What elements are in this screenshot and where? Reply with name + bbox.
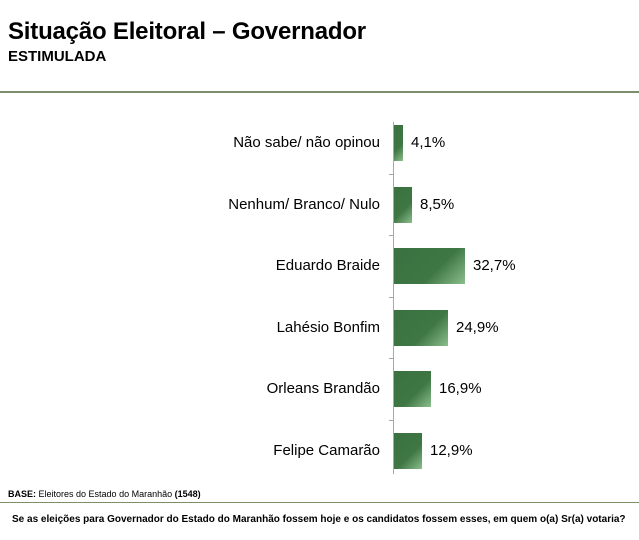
category-label: Lahésio Bonfim: [276, 318, 380, 336]
y-axis-line: [393, 122, 394, 474]
category-label: Eduardo Braide: [275, 257, 380, 274]
category-label: Felipe Camarão: [273, 441, 380, 459]
survey-question: Se as eleições para Governador do Estado…: [12, 514, 626, 525]
category-label: Nenhum/ Branco/ Nulo: [228, 195, 380, 213]
chart-title: Situação Eleitoral – Governador: [8, 18, 366, 45]
value-label: 16,9%: [439, 380, 482, 397]
value-label: 32,7%: [473, 257, 516, 274]
bar: [394, 371, 431, 407]
category-label: Orleans Brandão: [266, 380, 380, 397]
bar: [394, 432, 422, 469]
axis-tick: [389, 235, 393, 236]
base-text: Eleitores do Estado do Maranhão: [36, 489, 175, 499]
base-note: BASE: Eleitores do Estado do Maranhão (1…: [8, 489, 201, 499]
bar: [394, 186, 412, 223]
axis-tick: [389, 297, 393, 298]
value-label: 8,5%: [420, 195, 455, 213]
axis-tick: [389, 420, 393, 421]
bar: [394, 309, 448, 346]
base-label: BASE:: [8, 489, 37, 499]
base-count: (1548): [174, 489, 201, 499]
bar: [394, 125, 403, 161]
axis-tick: [389, 358, 393, 359]
value-label: 24,9%: [456, 318, 499, 336]
footer-divider: [0, 502, 639, 503]
chart-subtitle: ESTIMULADA: [8, 48, 107, 65]
axis-tick: [389, 174, 393, 175]
bar: [394, 248, 465, 284]
value-label: 4,1%: [411, 134, 446, 151]
header-divider: [0, 91, 639, 93]
category-label: Não sabe/ não opinou: [233, 134, 380, 151]
value-label: 12,9%: [430, 441, 473, 459]
